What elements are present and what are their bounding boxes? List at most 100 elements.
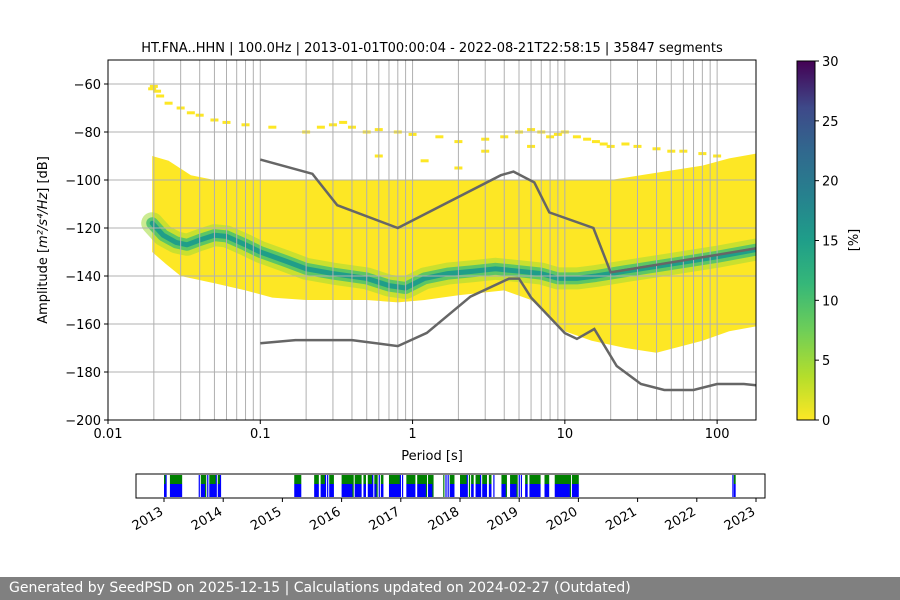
timeline-tick-mark [432,475,434,497]
timeline-bar-present [544,484,548,497]
timeline-bar-present [331,484,334,497]
timeline-year-label: 2019 [485,504,521,534]
timeline-bar-present [421,484,425,497]
colorbar-tick-label: 15 [822,235,839,250]
timeline-bar-present [561,484,564,497]
timeline-bar-present [451,484,455,497]
timeline-tick-mark [327,475,329,497]
sparse-outlier-cells [148,84,722,170]
timeline-bar-gap [397,475,401,484]
footer-bar: Generated by SeedPSD on 2025-12-15 | Cal… [0,577,900,600]
timeline-bar-gap [177,475,180,484]
colorbar-ticks: 0 5 10 15 20 25 30 [815,55,839,429]
colorbar-tick-label: 20 [822,175,839,190]
timeline-bar-present [200,484,204,497]
timeline-bar-present [406,484,409,497]
timeline-bar-gap [169,475,173,484]
x-axis-ticks: 0.01 0.1 1 10 100 [94,420,730,442]
timeline-bar-present [510,484,513,497]
outlier-cell [164,101,173,105]
timeline-bar-present [556,484,560,497]
timeline-bar-present [388,484,392,497]
timeline-bar-gap [428,475,431,484]
y-tick-label: −200 [65,414,101,429]
timeline-bar-present [529,484,532,497]
timeline-bar-gap [538,475,541,484]
timeline-bar-gap [471,475,474,484]
timeline-bar-gap [348,475,351,484]
timeline-tick-mark [425,475,428,497]
timeline-bar-gap [512,475,515,484]
timeline-bar-present [554,484,558,497]
timeline-bar-gap [209,475,212,484]
timeline-bar-present [354,484,358,497]
timeline-bar-gap [567,475,571,484]
timeline-tick-mark [198,475,200,497]
timeline-bar-gap [565,475,569,484]
colorbar-tick-label: 25 [822,115,839,130]
chart-title: HT.FNA..HHN | 100.0Hz | 2013-01-01T00:00… [141,41,723,56]
timeline-bar-gap [477,475,481,484]
timeline-bar-present [172,484,176,497]
timeline-bar-gap [546,475,550,484]
timeline-bar-present [320,484,324,497]
timeline-year-label: 2020 [544,504,580,534]
timeline-bar-present [733,484,736,497]
timeline-bar-present [217,484,221,497]
colorbar-tick-label: 30 [822,55,839,70]
timeline-bar-present [348,484,351,497]
timeline-bar-present [296,484,300,497]
colorbar: 0 5 10 15 20 25 30 [%] [796,55,862,429]
timeline-year-label: 2015 [248,504,284,534]
timeline-bar-present [567,484,571,497]
y-tick-label: −80 [74,126,101,141]
timeline-tick-mark [447,475,449,497]
timeline-bar-gap [462,475,465,484]
colorbar-tick-label: 5 [822,354,830,369]
timeline-bar-gap [501,475,504,484]
outlier-cell [339,120,348,124]
timeline-bar-present [369,484,373,497]
x-tick-label: 0.1 [250,427,271,442]
y-axis-ticks: −60 −80 −100 −120 −140 −160 −180 −200 [65,78,108,429]
x-tick-label: 1 [408,427,416,442]
timeline-bar-gap [484,475,488,484]
timeline-bar-gap [320,475,324,484]
timeline-bar-gap [488,475,492,484]
timeline-bar-gap [331,475,334,484]
timeline-bar-gap [395,475,399,484]
timeline-bar-present [563,484,566,497]
timeline-tick-mark [732,475,734,497]
timeline-bar-gap [367,475,371,484]
timeline-bar-gap [576,475,579,484]
timeline-tick-mark [468,475,471,497]
timeline-bar-gap [174,475,178,484]
timeline-bar-gap [419,475,422,484]
timeline-bar-gap [410,475,414,484]
vertical-gridlines [153,60,718,420]
timeline-bar-gap [217,475,221,484]
timeline-bar-present [430,484,433,497]
timeline-bar-gap [374,475,377,484]
timeline-bar-present [316,484,319,497]
timeline-bar-present [484,484,488,497]
timeline-bar-gap [417,475,420,484]
timeline-tick-mark [324,475,327,497]
timeline-bar-present [179,484,183,497]
timeline-bar-present [174,484,178,497]
colorbar-label: [%] [847,229,862,252]
footer-text: Generated by SeedPSD on 2025-12-15 | Cal… [9,580,631,596]
x-tick-label: 0.01 [94,427,123,442]
outlier-cell [316,125,325,129]
timeline-bar-gap [211,475,214,484]
timeline-bar-present [503,484,507,497]
timeline-bar-present [367,484,371,497]
timeline-year-label: 2021 [603,504,639,534]
timeline-bar-present [164,484,166,497]
timeline-year-label: 2016 [307,504,343,534]
y-axis-label: Amplitude [m²/s⁴/Hz] [dB] [36,156,51,324]
outlier-cell [148,87,157,91]
timeline-bar-present [298,484,302,497]
outlier-cell [621,142,630,146]
timeline-bar-present [576,484,579,497]
